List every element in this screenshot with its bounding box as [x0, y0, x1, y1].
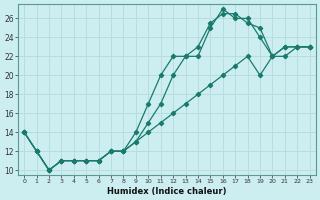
X-axis label: Humidex (Indice chaleur): Humidex (Indice chaleur)	[107, 187, 227, 196]
